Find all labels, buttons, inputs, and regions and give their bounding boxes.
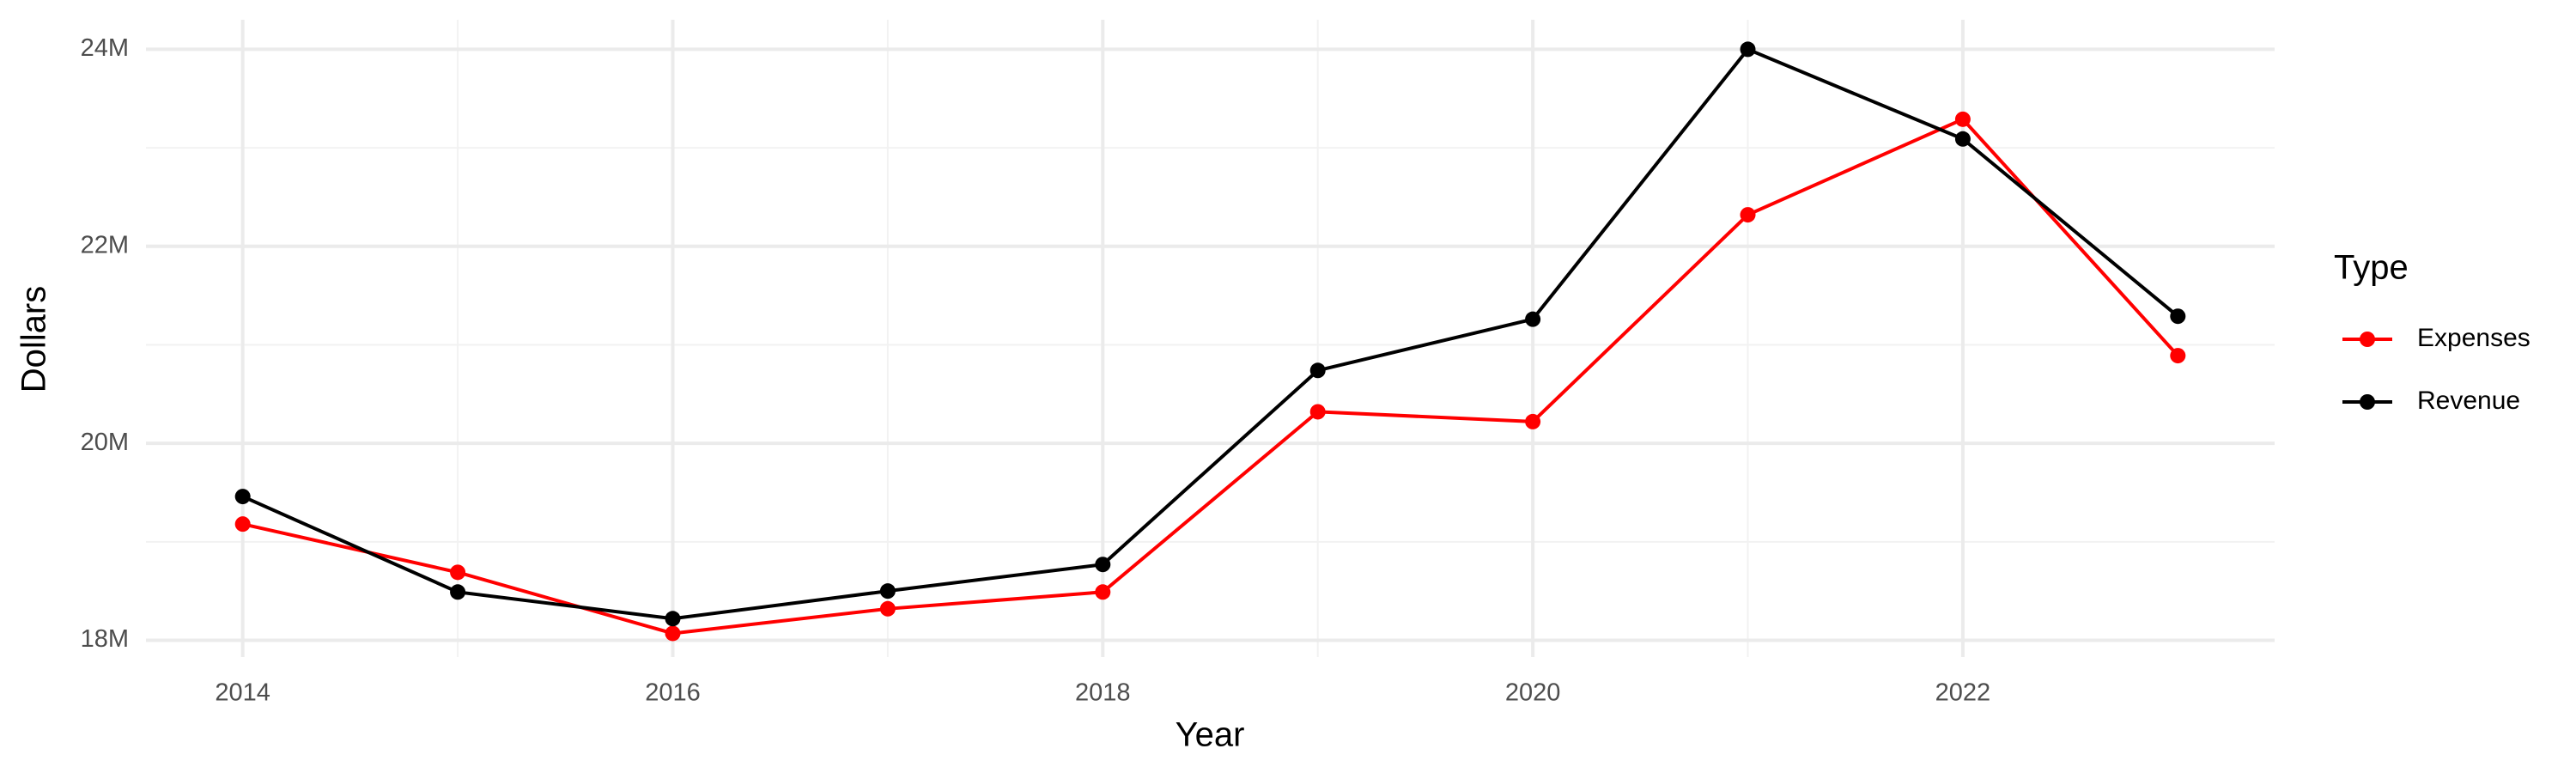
x-tick-label: 2014 <box>215 679 270 707</box>
x-tick-label: 2016 <box>645 679 701 707</box>
legend-key-point <box>2360 394 2375 410</box>
data-point <box>234 516 251 533</box>
data-point <box>1095 557 1111 573</box>
legend-key-point <box>2360 332 2375 347</box>
x-tick-label: 2020 <box>1505 679 1561 707</box>
data-point <box>234 489 251 505</box>
series-line <box>242 117 2179 636</box>
data-point <box>665 625 681 642</box>
series-line <box>241 46 2179 621</box>
y-axis-title: Dollars <box>15 286 53 393</box>
legend-label: Expenses <box>2417 324 2530 352</box>
data-point <box>1309 362 1326 379</box>
data-point <box>1740 41 1756 58</box>
y-tick-label: 24M <box>81 34 129 62</box>
data-point <box>1740 207 1756 223</box>
grid <box>146 20 2275 657</box>
data-point <box>879 583 896 600</box>
data-point <box>1525 413 1541 429</box>
legend-title: Type <box>2334 249 2409 287</box>
x-tick-label: 2022 <box>1935 679 1991 707</box>
data-point <box>2170 348 2186 364</box>
y-tick-label: 18M <box>81 625 129 653</box>
y-tick-label: 20M <box>81 429 129 456</box>
data-point <box>1954 131 1971 147</box>
data-point <box>450 584 466 600</box>
x-axis-title: Year <box>1176 716 1245 754</box>
x-tick-label: 2018 <box>1075 679 1131 707</box>
data-point <box>450 564 466 581</box>
data-point <box>1954 111 1971 127</box>
data-point <box>2170 308 2186 325</box>
data-point <box>1309 404 1326 420</box>
data-point <box>879 600 896 617</box>
y-tick-label: 22M <box>81 231 129 259</box>
data-point <box>1095 584 1111 600</box>
data-point <box>665 611 681 627</box>
legend-label: Revenue <box>2417 386 2520 415</box>
data-point <box>1525 311 1541 327</box>
